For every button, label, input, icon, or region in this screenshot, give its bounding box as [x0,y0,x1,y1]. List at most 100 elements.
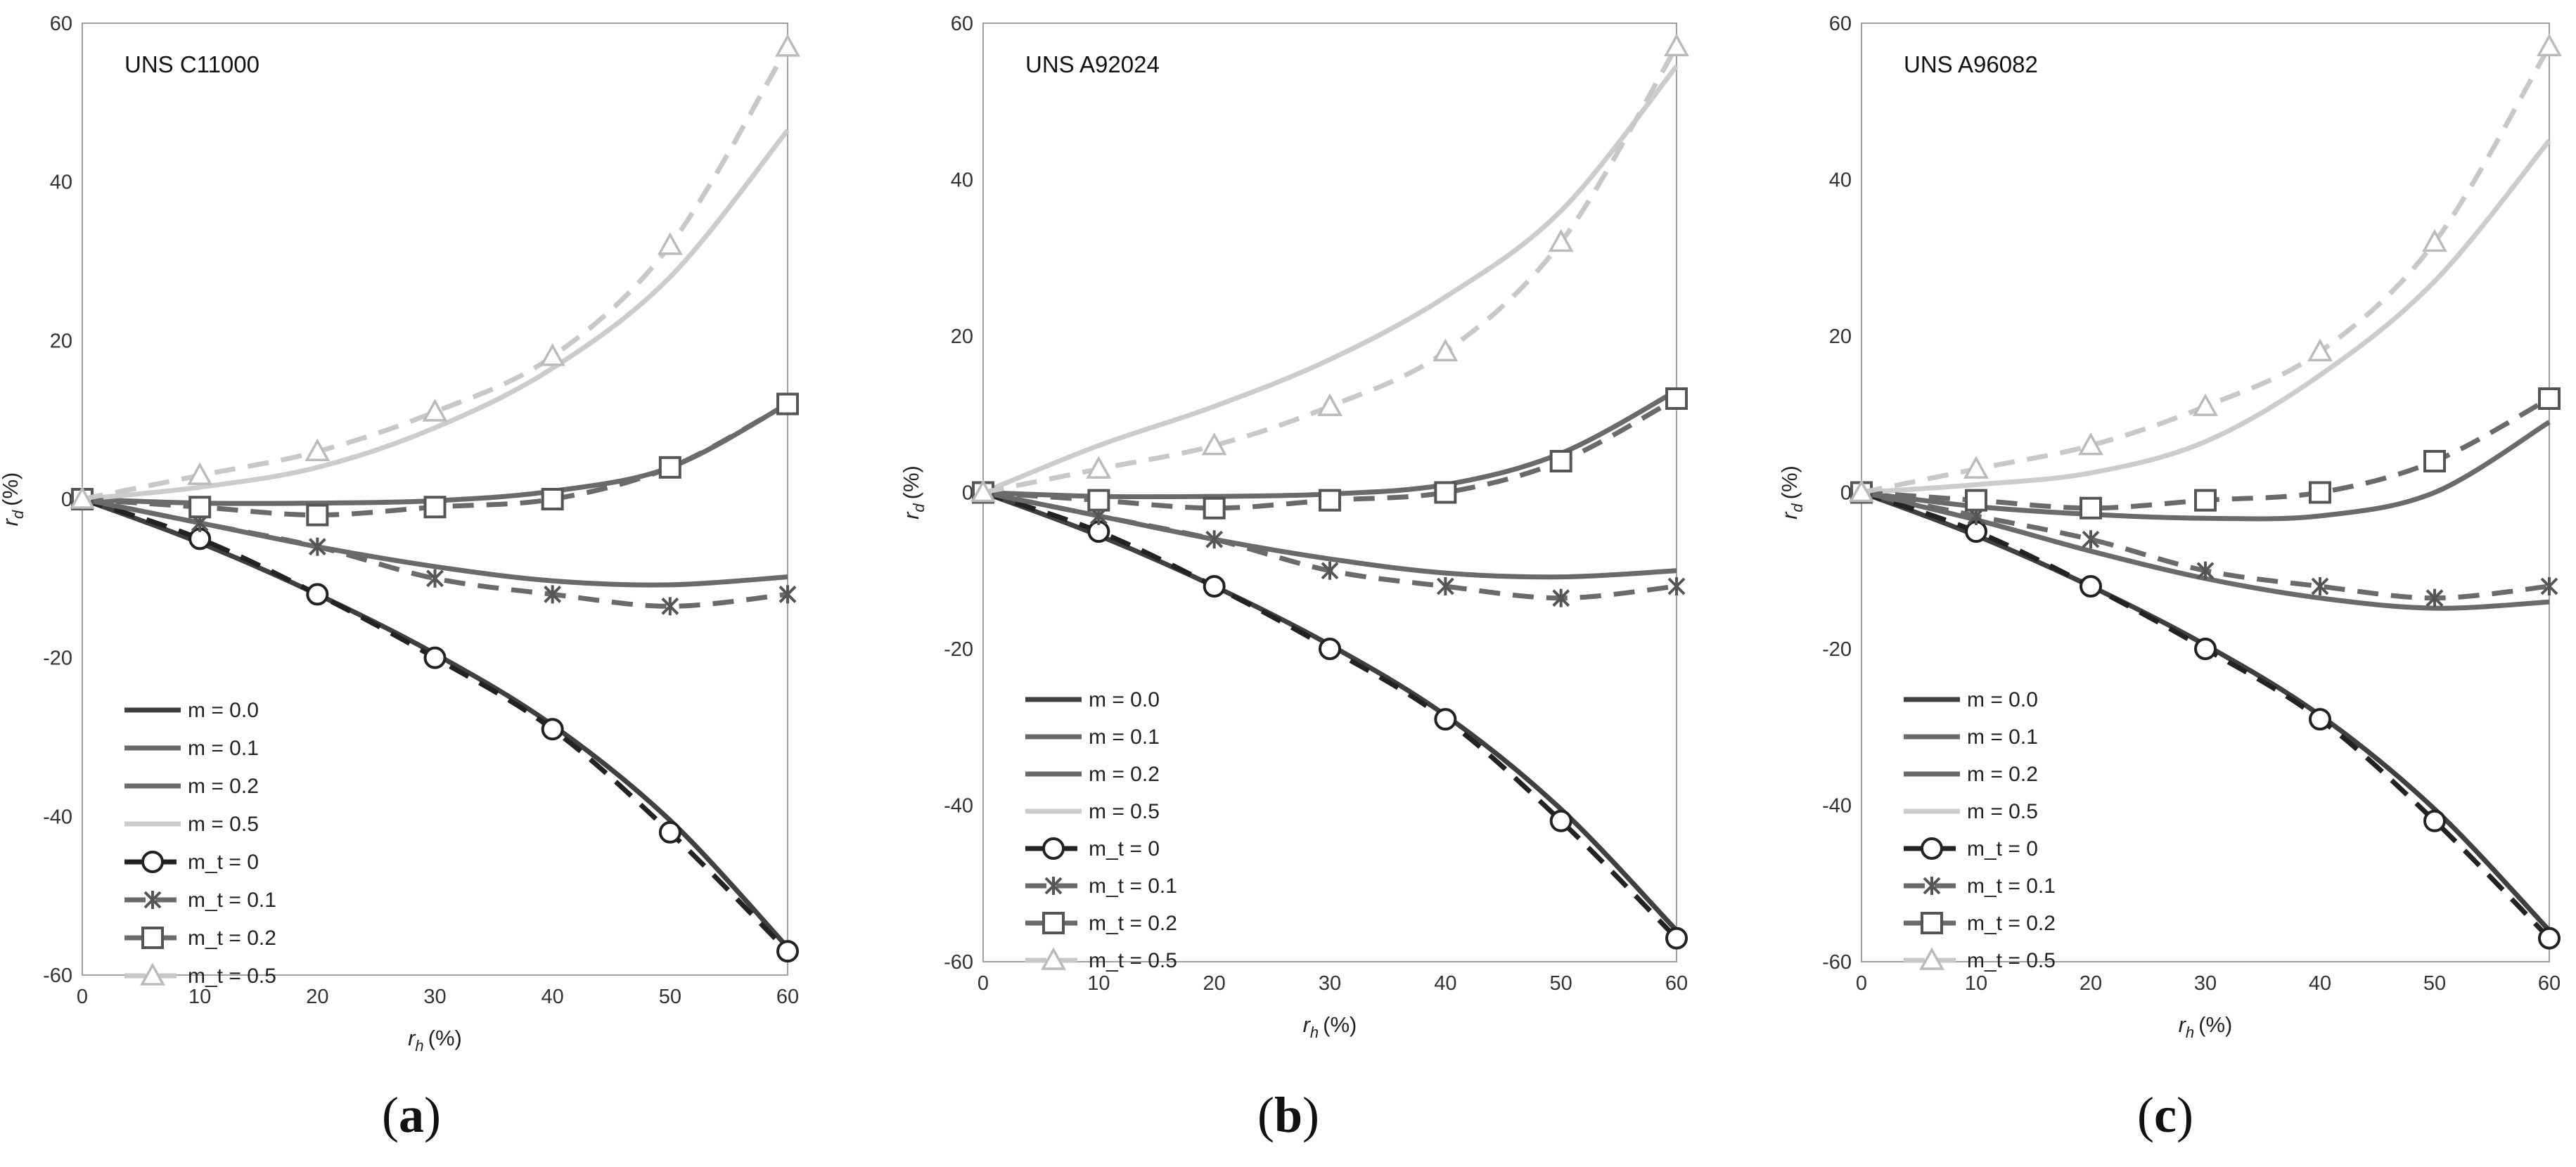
data-point-marker [1201,432,1227,456]
x-axis-label: rh (%) [2179,1012,2233,1041]
data-point-marker [1203,575,1226,598]
data-point-marker [1434,481,1457,504]
chart-panel-a: -60 -40 -20 0 20 40 60 0 10 20 30 40 50 60 UNS C11000 r… [0,0,859,1167]
legend-entry: m = 0.5 [124,813,259,836]
legend-entry: m_t = 0.5 [1025,947,1177,972]
legend-label: m = 0.1 [188,737,259,760]
legend-entry: m_t = 0 [124,851,259,874]
data-point-marker [1552,588,1570,607]
x-tick-label: 20 [2080,972,2102,995]
x-tick-label: 0 [77,986,88,1008]
legend-label: m = 0.2 [1967,763,2038,786]
legend-label: m_t = 0.2 [1089,912,1177,935]
data-point-marker [661,597,679,616]
legend-entry: m = 0.2 [1025,763,1160,786]
y-tick-label: 0 [61,489,72,511]
data-point-marker [1205,530,1224,549]
x-tick-label: 40 [2309,972,2331,995]
legend-entry: m = 0.0 [1025,688,1160,711]
series-line [82,129,790,502]
legend-marker [1044,877,1063,895]
y-axis-label: rd(%) [1777,465,1806,520]
legend-entry: m_t = 0 [1904,837,2038,860]
chart-panel-b: -60 -40 -20 0 20 40 60 0 10 20 30 40 50 60 UNS A92024 r… [859,0,1717,1167]
data-point-marker [1086,456,1112,479]
x-tick-label: 10 [1965,972,1987,995]
data-point-marker [1664,33,1689,57]
y-tick-label: 20 [50,330,72,352]
legend-label: m_t = 0.2 [1967,912,2056,935]
data-point-marker [2307,338,2333,361]
data-point-marker [306,503,329,527]
x-axis-label: rh (%) [408,1026,462,1055]
data-point-marker [1549,450,1572,472]
legend-label: m_t = 0.5 [188,965,276,988]
legend-label: m = 0.0 [1967,688,2038,711]
x-tick-label: 10 [188,986,211,1008]
y-axis-label: rd(%) [899,465,928,520]
legend-entry: m_t = 0.5 [124,962,276,988]
data-point-marker [305,438,331,462]
data-point-marker [1665,927,1688,950]
chart-panel-c: -60 -40 -20 0 20 40 60 0 10 20 30 40 50 60 UNS A96082 r… [1717,0,2576,1167]
data-point-marker [2080,575,2102,598]
legend-entry: m_t = 0 [1025,837,1160,860]
legend-label: m_t = 0.2 [188,927,276,950]
x-tick-label: 20 [1203,972,1226,995]
data-point-marker [423,496,447,519]
data-point-marker [2194,489,2217,512]
legend-entry: m = 0.1 [1025,726,1160,749]
y-tick-label: -40 [1822,795,1852,818]
data-point-marker [658,820,681,844]
y-tick-label: -60 [944,951,973,974]
y-tick-label: 60 [951,13,973,35]
x-axis-label: rh (%) [1303,1012,1357,1041]
series-m-0-5 [1861,138,2551,495]
data-point-marker [544,585,562,604]
data-point-marker [1963,456,1989,479]
legend-marker [141,851,164,873]
data-point-marker [970,479,996,503]
series-m-t-0 [1850,481,2561,950]
y-tick-label: -40 [43,806,72,828]
chart-b: -60 -40 -20 0 20 40 60 0 10 20 30 40 50 60 UNS A92024 r… [899,13,1689,1041]
legend-label: m_t = 0.1 [1967,875,2056,898]
legend-label: m = 0.2 [188,775,259,798]
data-point-marker [2423,450,2446,472]
data-point-marker [1319,489,1341,512]
data-point-marker [1849,479,1874,503]
data-point-marker [2196,561,2215,580]
data-point-marker [1434,708,1457,731]
data-point-marker [1319,638,1341,660]
legend-entry: m = 0.5 [1025,800,1160,823]
data-point-marker [426,569,444,588]
data-point-marker [1433,338,1459,361]
series-m-t-0 [972,481,1688,950]
legend-entry: m = 0.0 [1904,688,2038,711]
data-point-marker [775,34,800,57]
series-line [982,65,1679,495]
data-point-marker [539,343,565,366]
data-point-marker [1087,489,1110,512]
data-point-marker [658,456,681,479]
legend-label: m = 0.5 [1089,800,1160,823]
x-tick-label: 30 [2194,972,2217,995]
series-line [982,45,1679,495]
x-tick-label: 10 [1087,972,1110,995]
legend-entry: m = 0.1 [124,737,259,760]
data-point-marker [1436,577,1454,595]
legend-marker [1042,912,1065,934]
data-point-marker [1965,489,1987,512]
legend-marker [1923,877,1941,895]
legend-entry: m = 0.5 [1904,800,2038,823]
series-line [1861,45,2552,495]
caption-a: (a) [382,1087,441,1143]
legend-entry: m_t = 0.1 [1904,875,2056,898]
data-point-marker [2422,228,2447,252]
legend-marker [1042,837,1065,860]
x-tick-label: 50 [659,986,681,1008]
legend-label: m_t = 0.5 [1089,949,1177,972]
y-tick-label: 40 [1829,169,1852,192]
x-tick-label: 0 [1856,972,1867,995]
data-point-marker [422,399,448,422]
